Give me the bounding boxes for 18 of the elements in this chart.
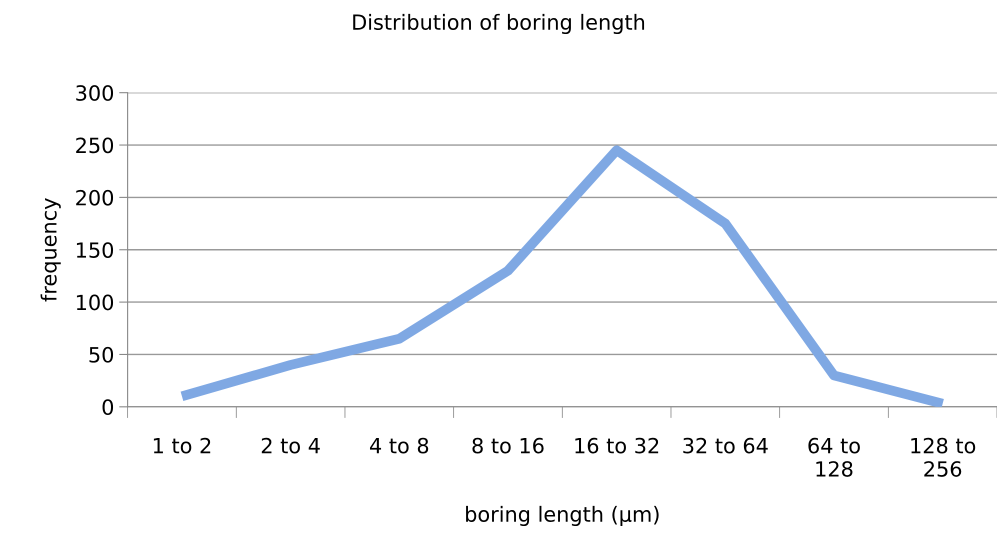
- y-tick-label: 200: [76, 190, 114, 206]
- x-tick-label: 4 to 8: [370, 438, 428, 454]
- y-tick-label: 50: [90, 346, 114, 363]
- x-tick-label: 16 to 32: [575, 438, 658, 454]
- y-tick-label: 0: [102, 399, 114, 416]
- chart-title: Distribution of boring length: [353, 14, 644, 34]
- y-tick-label: 150: [76, 242, 114, 258]
- x-tick-label: 1 to 2: [154, 438, 210, 454]
- y-tick-label: 300: [76, 85, 114, 101]
- y-axis-title: frequency: [40, 198, 61, 302]
- x-tick-label: 64 to 128: [808, 438, 860, 477]
- x-tick-label: 32 to 64: [683, 438, 768, 454]
- x-tick-label: 2 to 4: [262, 438, 320, 454]
- y-tick-label: 100: [76, 294, 114, 310]
- x-tick-label: 8 to 16: [472, 438, 544, 454]
- x-axis-title: boring length (µm): [466, 506, 659, 526]
- y-tick-label: 250: [76, 137, 114, 154]
- x-tick-label: 128 to 256: [911, 438, 976, 477]
